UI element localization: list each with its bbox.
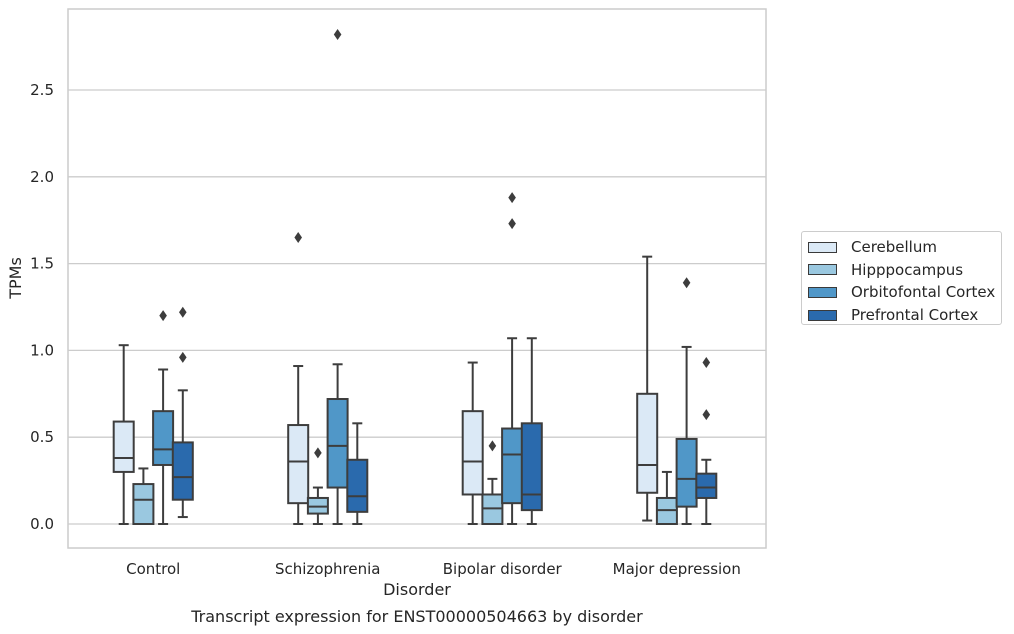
outlier-point [702, 357, 711, 369]
legend-swatch [808, 264, 837, 276]
x-tick-label: Control [126, 560, 180, 578]
outlier-point [159, 310, 167, 322]
box-hipppocampus [481, 440, 504, 526]
x-tick-labels: Control Schizophrenia Bipolar disorder Majo… [126, 560, 741, 578]
x-tick-label: Bipolar disorder [443, 560, 563, 578]
y-axis-title: TPMs [6, 257, 25, 300]
box-iqr [520, 422, 543, 512]
outlier-point [682, 277, 691, 289]
box-cerebellum [461, 361, 484, 525]
legend-swatch [808, 309, 837, 321]
box-orbitofontal-cortex [675, 277, 698, 525]
legend-item: Hipppocampus [808, 259, 1001, 282]
box-iqr [287, 424, 310, 505]
outlier-point [294, 232, 302, 244]
outlier-point [179, 351, 187, 363]
box-iqr [461, 410, 484, 496]
y-tick-labels: 0.0 0.5 1.0 1.5 2.0 2.5 [30, 81, 54, 533]
plot-area-frame [67, 8, 767, 549]
box-hipppocampus [132, 467, 155, 525]
legend-item: Prefrontal Cortex [808, 304, 1001, 327]
box-prefrontal-cortex [346, 422, 369, 525]
box-orbitofontal-cortex [326, 28, 349, 525]
box-cerebellum [112, 344, 135, 525]
chart-title: Transcript expression for ENST0000050466… [190, 607, 643, 626]
box-iqr [636, 392, 659, 494]
outlier-point [179, 306, 187, 318]
box-prefrontal-cortex [171, 306, 194, 519]
box-cerebellum [636, 255, 659, 522]
outlier-point [314, 447, 322, 459]
x-tick-label: Schizophrenia [275, 560, 380, 578]
box-iqr [501, 427, 524, 505]
legend-label: Cerebellum [851, 238, 937, 257]
box-orbitofontal-cortex [501, 192, 524, 525]
y-tick-label: 0.0 [30, 515, 54, 533]
box-iqr [112, 420, 135, 473]
grid-lines [68, 89, 766, 525]
box-iqr [132, 483, 155, 525]
y-tick-label: 2.5 [30, 81, 54, 99]
x-tick-label: Major depression [613, 560, 741, 578]
legend-label: Prefrontal Cortex [851, 306, 979, 325]
box-hipppocampus [655, 470, 678, 525]
box-iqr [675, 437, 698, 508]
box-cerebellum [287, 232, 310, 525]
legend-swatch [808, 286, 837, 298]
y-tick-label: 1.5 [30, 255, 54, 273]
y-tick-label: 1.0 [30, 341, 54, 359]
outlier-point [702, 409, 711, 421]
x-axis-title: Disorder [383, 580, 451, 599]
box-iqr [326, 398, 349, 489]
box-prefrontal-cortex [520, 337, 543, 525]
outlier-point [333, 28, 342, 40]
chart-legend: Cerebellum Hipppocampus Orbitofontal Corte… [801, 231, 1002, 325]
box-hipppocampus [306, 447, 329, 525]
box-iqr [346, 458, 369, 513]
outlier-point [488, 440, 497, 452]
box-iqr [695, 472, 718, 499]
boxes [112, 28, 718, 526]
outlier-point [508, 218, 516, 230]
box-orbitofontal-cortex [152, 310, 175, 525]
box-prefrontal-cortex [695, 357, 718, 525]
legend-swatch [808, 241, 837, 253]
legend-item: Cerebellum [808, 236, 1001, 259]
outlier-point [508, 192, 516, 204]
y-tick-label: 0.5 [30, 428, 54, 446]
legend-label: Hipppocampus [851, 260, 964, 279]
legend-item: Orbitofontal Cortex [808, 281, 1001, 304]
box-iqr [171, 441, 194, 501]
legend-label: Orbitofontal Cortex [851, 283, 996, 302]
y-tick-label: 2.0 [30, 168, 54, 186]
box-iqr [152, 410, 175, 466]
